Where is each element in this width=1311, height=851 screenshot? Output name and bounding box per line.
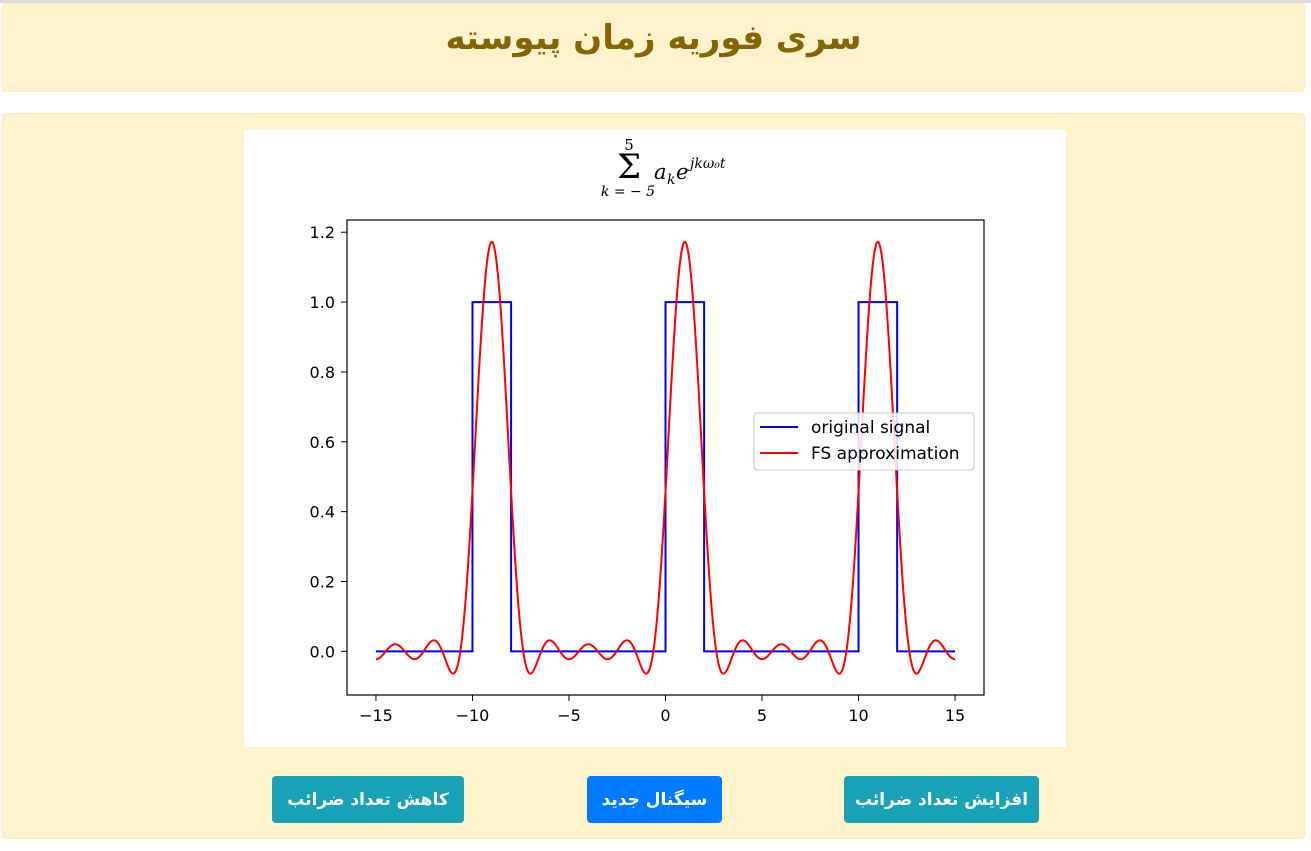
- chart-title-formula: 5 Σ k = − 5 a k e jkω₀t: [601, 136, 726, 200]
- sum-term-base: e: [676, 160, 688, 184]
- main-card: 5 Σ k = − 5 a k e jkω₀t −15 −10 −5 0 5 10 15 0.…: [2, 113, 1305, 839]
- legend-box: [753, 412, 975, 471]
- x-tick-label: 15: [945, 706, 965, 725]
- y-tick-label: 0.4: [310, 503, 335, 522]
- y-tick-label: 0.0: [310, 642, 335, 661]
- y-tick-label: 1.2: [310, 223, 335, 242]
- series-fs-approximation: [375, 240, 956, 675]
- sum-term-subscript: k: [667, 172, 675, 188]
- decrease-coefficients-button[interactable]: کاهش تعداد ضرائب: [272, 776, 464, 823]
- new-signal-button[interactable]: سیگنال جدید: [587, 776, 722, 823]
- legend-label: original signal: [811, 418, 930, 438]
- plot-image: 5 Σ k = − 5 a k e jkω₀t −15 −10 −5 0 5 10 15 0.…: [244, 130, 1066, 747]
- x-tick-label: −10: [456, 706, 490, 725]
- page-title: سری فوریه زمان پیوسته: [445, 18, 862, 58]
- y-tick-label: 1.0: [310, 293, 335, 312]
- sum-sigma: Σ: [617, 147, 641, 187]
- series-original-signal: [375, 301, 956, 653]
- sum-lower-limit: k = − 5: [601, 184, 655, 200]
- x-tick-label: 0: [660, 706, 670, 725]
- x-tick-label: 10: [848, 706, 868, 725]
- x-tick-label: −15: [359, 706, 393, 725]
- y-tick-label: 0.6: [310, 433, 335, 452]
- x-tick-label: −5: [557, 706, 581, 725]
- sum-term-exponent: jkω₀t: [687, 156, 726, 172]
- y-tick-label: 0.8: [310, 363, 335, 382]
- header-card: سری فوریه زمان پیوسته: [2, 3, 1305, 92]
- top-border: [0, 0, 1311, 3]
- fourier-series-chart: 5 Σ k = − 5 a k e jkω₀t −15 −10 −5 0 5 10 15 0.…: [310, 136, 985, 725]
- increase-coefficients-button[interactable]: افزایش تعداد ضرائب: [844, 776, 1039, 823]
- sum-term-a: a: [654, 160, 667, 184]
- x-tick-label: 5: [757, 706, 767, 725]
- y-tick-label: 0.2: [310, 572, 335, 591]
- legend-label: FS approximation: [811, 444, 960, 464]
- sum-upper-limit: 5: [624, 136, 634, 154]
